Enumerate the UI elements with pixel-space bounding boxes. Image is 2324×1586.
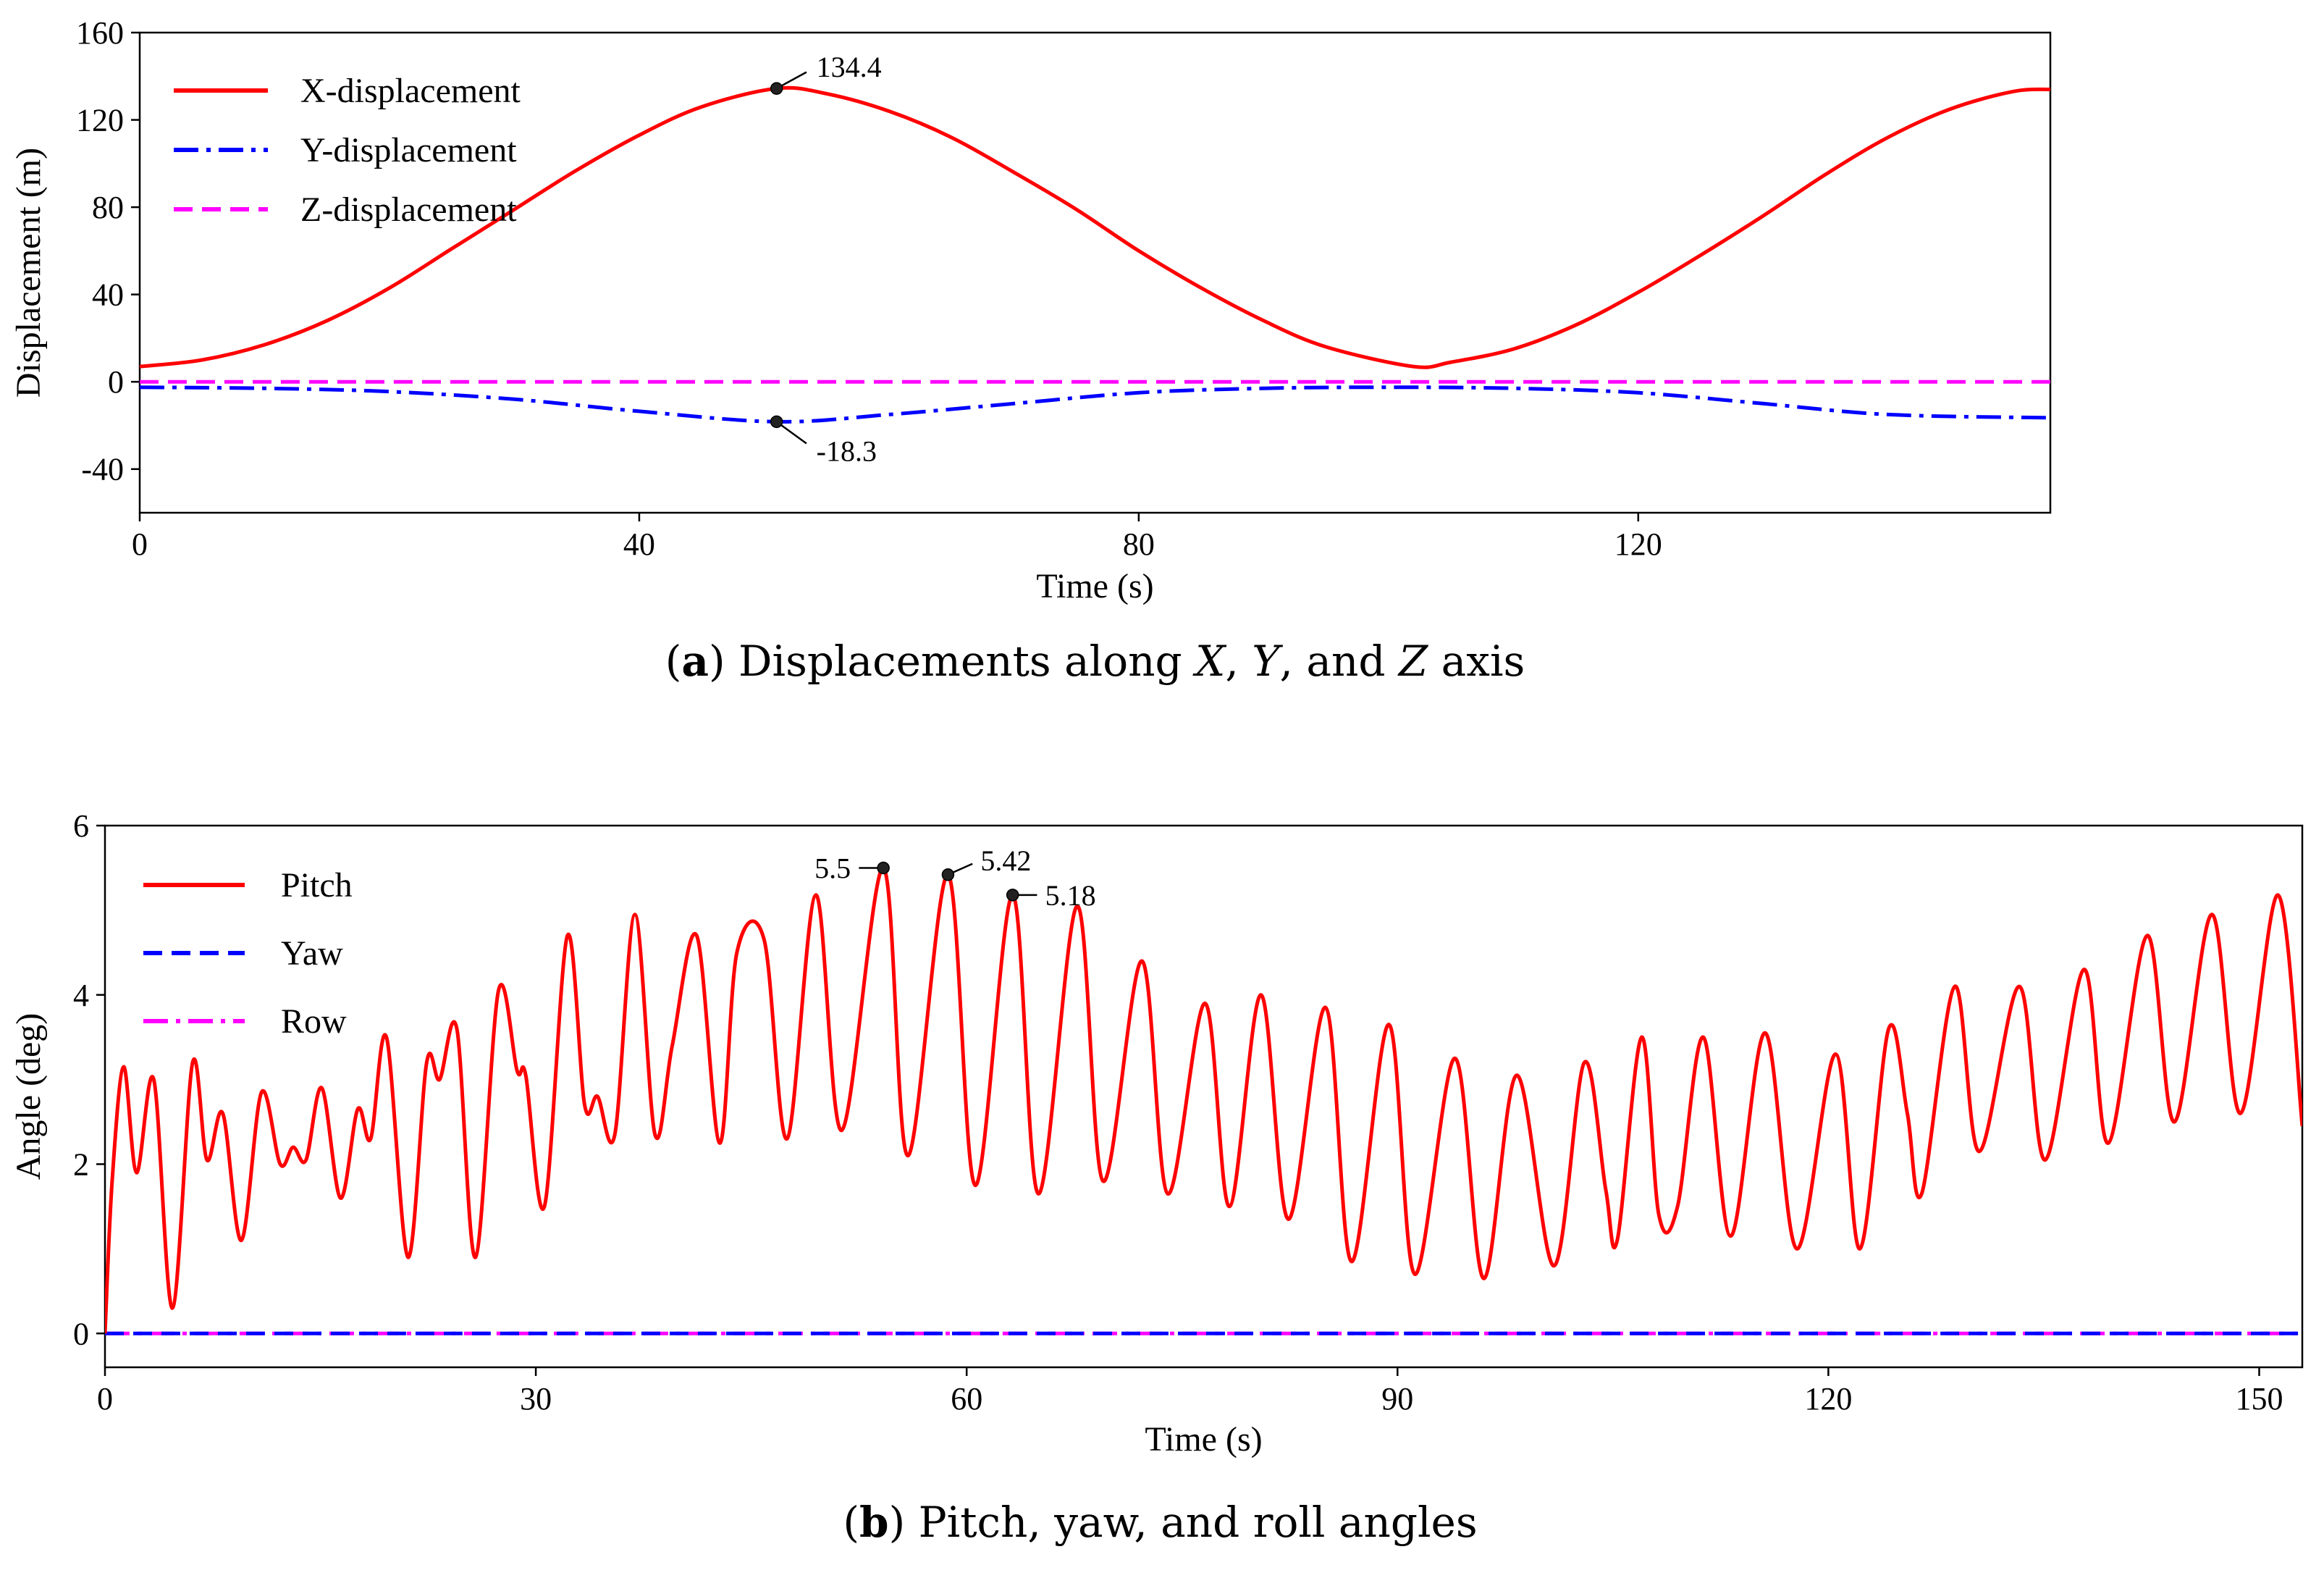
series-line-pitch bbox=[105, 865, 2302, 1334]
annotation-marker bbox=[877, 861, 890, 875]
legend: X-displacement Y-displacement Z-displaceme… bbox=[174, 72, 521, 229]
y-tick-label: 160 bbox=[76, 15, 124, 51]
annotation-marker bbox=[770, 415, 783, 429]
y-tick-label: 80 bbox=[92, 190, 124, 225]
y-axis-label: Angle (deg) bbox=[9, 1013, 48, 1180]
x-axis-label: Time (s) bbox=[1145, 1420, 1262, 1459]
x-tick-label: 60 bbox=[951, 1381, 982, 1417]
x-tick-label: 40 bbox=[623, 526, 655, 562]
legend-entry: Z-displacement bbox=[300, 190, 517, 229]
annotation-label: 134.4 bbox=[817, 51, 882, 83]
y-tick-label: 120 bbox=[76, 103, 124, 138]
y-tick-label: 2 bbox=[73, 1147, 89, 1183]
x-tick-label: 0 bbox=[132, 526, 148, 562]
annotation-marker bbox=[770, 82, 783, 95]
y-tick-label: 0 bbox=[108, 364, 124, 400]
x-tick-label: 30 bbox=[520, 1381, 552, 1417]
series-group bbox=[140, 85, 2050, 424]
series-group bbox=[105, 865, 2302, 1335]
legend-entry: Pitch bbox=[281, 866, 353, 905]
plot-frame bbox=[104, 824, 2304, 1369]
panel-a-displacement-chart: 0 40 80 120 -40 0 40 80 120 160 Time (s) Displaceme… bbox=[9, 15, 2052, 686]
y-tick-label: -40 bbox=[81, 452, 124, 487]
annotation-label: -18.3 bbox=[817, 435, 877, 467]
x-tick-label: 120 bbox=[1804, 1381, 1852, 1417]
x-tick-label: 0 bbox=[97, 1381, 113, 1417]
x-tick-label: 90 bbox=[1381, 1381, 1413, 1417]
legend-entry: Yaw bbox=[281, 934, 343, 973]
y-tick-label: 6 bbox=[73, 808, 89, 844]
legend-entry: Y-displacement bbox=[300, 131, 517, 169]
series-line-y-displacement bbox=[140, 385, 2050, 424]
series-line-x-displacement bbox=[140, 85, 2050, 369]
annotation-label: 5.5 bbox=[814, 852, 851, 884]
legend-entry: Row bbox=[281, 1002, 347, 1041]
legend-entry: X-displacement bbox=[300, 72, 521, 110]
y-axis-label: Displacement (m) bbox=[9, 148, 48, 398]
x-tick-label: 80 bbox=[1123, 526, 1155, 562]
x-tick-label: 150 bbox=[2235, 1381, 2283, 1417]
panel-caption: (a) Displacements along X, Y, and Z axis bbox=[665, 637, 1525, 686]
y-tick-label: 40 bbox=[92, 277, 124, 313]
x-tick-label: 120 bbox=[1614, 526, 1662, 562]
y-tick-label: 0 bbox=[73, 1316, 89, 1351]
y-tick-label: 4 bbox=[73, 978, 89, 1013]
panel-b-angle-chart: 0 30 60 90 120 150 0 2 4 6 Time (s) Angle (deg) 5.5 5… bbox=[9, 808, 2304, 1547]
legend: Pitch Yaw Row bbox=[143, 866, 353, 1041]
plot-frame bbox=[138, 31, 2052, 514]
x-axis-label: Time (s) bbox=[1036, 567, 1153, 605]
annotation-label: 5.42 bbox=[980, 844, 1031, 877]
annotation-marker bbox=[1006, 889, 1019, 902]
panel-caption: (b) Pitch, yaw, and roll angles bbox=[843, 1498, 1477, 1547]
annotation-label: 5.18 bbox=[1045, 879, 1096, 912]
annotation-marker bbox=[941, 868, 955, 881]
